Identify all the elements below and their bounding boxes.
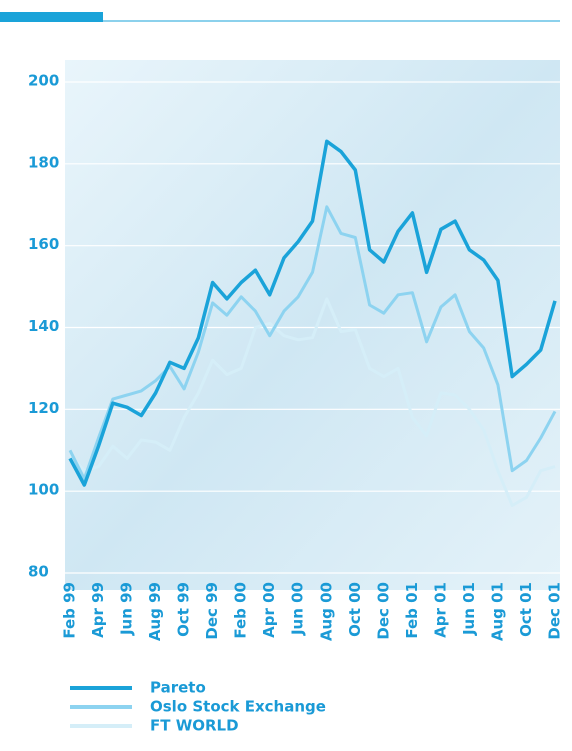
series-line [68, 205, 557, 481]
series-line [68, 139, 557, 487]
x-tick-label: Dec 00 [374, 582, 392, 640]
x-tick-label: Jun 99 [118, 582, 136, 636]
legend-label: Pareto [150, 679, 206, 697]
y-tick-label: 100 [28, 481, 59, 499]
legend-label: FT WORLD [150, 717, 239, 735]
y-tick-label: 200 [28, 72, 59, 90]
x-tick-label: Apr 00 [260, 582, 278, 638]
x-tick-label: Aug 01 [488, 582, 506, 641]
y-tick-label: 180 [28, 153, 59, 171]
x-tick-label: Aug 00 [317, 582, 335, 641]
plot-background [65, 60, 560, 590]
x-tick-label: Dec 99 [203, 582, 221, 640]
x-tick-label: Dec 01 [546, 582, 564, 640]
legend-label: Oslo Stock Exchange [150, 698, 326, 716]
x-tick-label: Feb 99 [61, 582, 79, 639]
y-tick-label: 120 [28, 399, 59, 417]
y-tick-label: 160 [28, 235, 59, 253]
x-tick-label: Oct 00 [346, 582, 364, 637]
header-bar [0, 12, 103, 22]
x-tick-label: Feb 01 [403, 582, 421, 639]
x-tick-label: Oct 99 [175, 582, 193, 637]
x-tick-label: Apr 01 [431, 582, 449, 638]
x-tick-label: Feb 00 [232, 582, 250, 639]
series-line [68, 297, 556, 507]
x-tick-label: Jun 01 [460, 582, 478, 636]
x-tick-label: Jun 00 [289, 582, 307, 636]
y-tick-label: 80 [28, 563, 49, 581]
x-tick-label: Apr 99 [89, 582, 107, 638]
x-tick-label: Aug 99 [146, 582, 164, 641]
y-tick-label: 140 [28, 317, 59, 335]
x-tick-label: Oct 01 [517, 582, 535, 637]
